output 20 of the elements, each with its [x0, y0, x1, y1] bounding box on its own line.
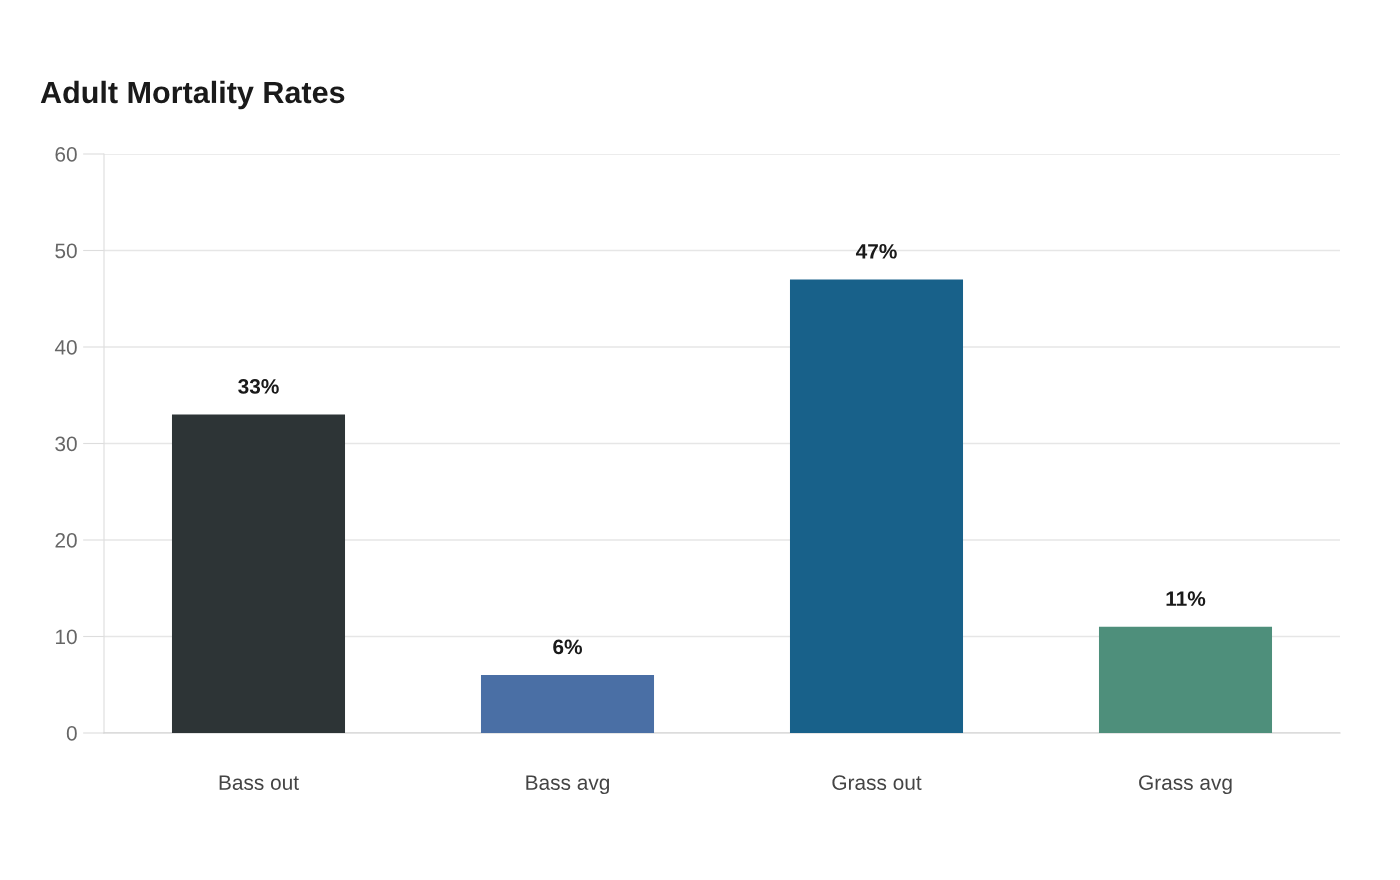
x-tick-label: Grass out — [832, 775, 922, 790]
bar — [1098, 626, 1273, 733]
chart-title: Adult Mortality Rates — [40, 80, 345, 110]
bar — [789, 279, 964, 733]
y-tick-label: 60 — [55, 147, 77, 162]
y-tick-label: 0 — [66, 726, 77, 741]
y-tick-label: 30 — [55, 436, 77, 452]
data-label: 47% — [855, 243, 897, 259]
x-tick-label: Grass avg — [1139, 775, 1232, 795]
data-label: 11% — [1166, 591, 1206, 607]
y-tick-label: 40 — [54, 340, 77, 355]
bar — [480, 675, 655, 733]
y-tick-label: 20 — [55, 533, 77, 548]
data-label: 33% — [238, 379, 279, 394]
data-label: 6% — [553, 639, 583, 655]
y-tick-label: 10 — [56, 629, 77, 645]
bar — [171, 414, 346, 733]
x-tick-label: Bass out — [219, 775, 299, 790]
y-tick-label: 50 — [55, 243, 77, 259]
x-tick-label: Bass avg — [526, 775, 610, 795]
